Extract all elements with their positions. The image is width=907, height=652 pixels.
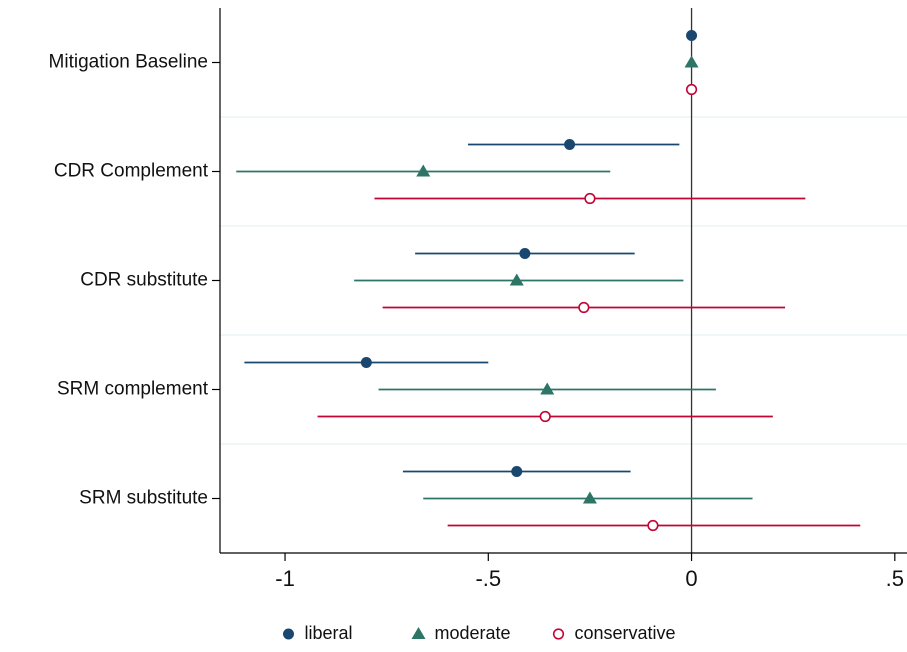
point xyxy=(684,55,699,68)
y-tick-label: CDR Complement xyxy=(54,161,209,182)
x-tick-label: -.5 xyxy=(475,566,501,591)
point xyxy=(582,491,597,504)
y-tick-label: Mitigation Baseline xyxy=(49,52,208,73)
legend-label: liberal xyxy=(305,623,353,643)
point xyxy=(539,410,551,423)
point xyxy=(564,139,576,150)
x-tick-label: .5 xyxy=(886,566,904,591)
point xyxy=(584,192,596,205)
legend-marker xyxy=(411,627,426,639)
x-tick-label: -1 xyxy=(275,566,295,591)
point xyxy=(686,30,698,41)
legend-marker xyxy=(552,628,565,640)
point xyxy=(509,273,524,286)
point xyxy=(685,83,698,96)
y-tick-label: SRM complement xyxy=(57,379,209,400)
y-tick-label: SRM substitute xyxy=(79,488,208,509)
point xyxy=(416,164,431,177)
point xyxy=(540,382,555,395)
legend: liberal moderate conservative xyxy=(283,623,676,643)
y-tick-label: CDR substitute xyxy=(80,270,208,291)
legend-label: conservative xyxy=(575,623,676,643)
point xyxy=(360,357,372,368)
x-tick-label: 0 xyxy=(685,566,697,591)
point xyxy=(647,519,659,532)
point xyxy=(578,301,590,314)
legend-label: moderate xyxy=(435,623,511,643)
point xyxy=(519,248,531,259)
legend-marker xyxy=(283,628,294,640)
point xyxy=(511,466,523,477)
